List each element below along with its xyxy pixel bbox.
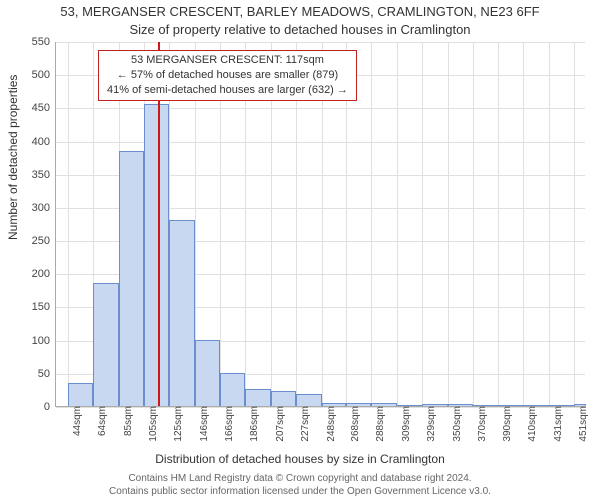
- x-axis-label: Distribution of detached houses by size …: [0, 452, 600, 466]
- annotation-line3: 41% of semi-detached houses are larger (…: [107, 83, 348, 98]
- x-tick: 410sqm: [523, 406, 538, 442]
- x-tick: 125sqm: [169, 406, 184, 442]
- histogram-bar: [169, 220, 195, 406]
- footer-line1: Contains HM Land Registry data © Crown c…: [0, 472, 600, 485]
- y-tick: 450: [32, 102, 56, 114]
- y-tick: 350: [32, 169, 56, 181]
- x-tick: 105sqm: [144, 406, 159, 442]
- y-tick: 250: [32, 235, 56, 247]
- x-tick: 329sqm: [422, 406, 437, 442]
- histogram-bar: [220, 373, 245, 406]
- histogram-bar: [245, 389, 271, 406]
- y-tick: 0: [44, 401, 56, 413]
- histogram-bar: [144, 104, 169, 406]
- y-tick: 550: [32, 36, 56, 48]
- x-tick: 227sqm: [296, 406, 311, 442]
- y-tick: 300: [32, 202, 56, 214]
- annotation-line1: 53 MERGANSER CRESCENT: 117sqm: [107, 53, 348, 68]
- x-tick: 64sqm: [93, 406, 108, 436]
- x-tick: 85sqm: [119, 406, 134, 436]
- x-tick: 390sqm: [498, 406, 513, 442]
- histogram-bar: [195, 340, 220, 406]
- histogram-bar: [296, 394, 322, 406]
- histogram-bar: [68, 383, 93, 406]
- annotation-line2: ← 57% of detached houses are smaller (87…: [107, 68, 348, 83]
- y-tick: 500: [32, 69, 56, 81]
- y-tick: 400: [32, 136, 56, 148]
- chart-title-line2: Size of property relative to detached ho…: [0, 22, 600, 37]
- x-tick: 431sqm: [549, 406, 564, 442]
- histogram-bar: [119, 151, 144, 407]
- x-tick: 248sqm: [322, 406, 337, 442]
- histogram-bar: [93, 283, 119, 406]
- x-tick: 186sqm: [245, 406, 260, 442]
- x-tick: 268sqm: [346, 406, 361, 442]
- x-tick: 370sqm: [473, 406, 488, 442]
- chart-title-line1: 53, MERGANSER CRESCENT, BARLEY MEADOWS, …: [0, 4, 600, 19]
- x-tick: 207sqm: [271, 406, 286, 442]
- x-tick: 350sqm: [448, 406, 463, 442]
- x-tick: 309sqm: [397, 406, 412, 442]
- footer-line2: Contains public sector information licen…: [0, 485, 600, 498]
- footer-attribution: Contains HM Land Registry data © Crown c…: [0, 472, 600, 498]
- x-tick: 146sqm: [195, 406, 210, 442]
- histogram-bar: [271, 391, 296, 406]
- y-axis-label: Number of detached properties: [6, 75, 20, 240]
- x-tick: 451sqm: [574, 406, 589, 442]
- y-tick: 100: [32, 335, 56, 347]
- x-tick: 288sqm: [371, 406, 386, 442]
- x-tick: 166sqm: [220, 406, 235, 442]
- annotation-box: 53 MERGANSER CRESCENT: 117sqm ← 57% of d…: [98, 50, 357, 101]
- y-tick: 150: [32, 301, 56, 313]
- y-tick: 50: [38, 368, 56, 380]
- x-tick: 44sqm: [68, 406, 83, 436]
- y-tick: 200: [32, 268, 56, 280]
- plot-area: 53 MERGANSER CRESCENT: 117sqm ← 57% of d…: [55, 42, 585, 407]
